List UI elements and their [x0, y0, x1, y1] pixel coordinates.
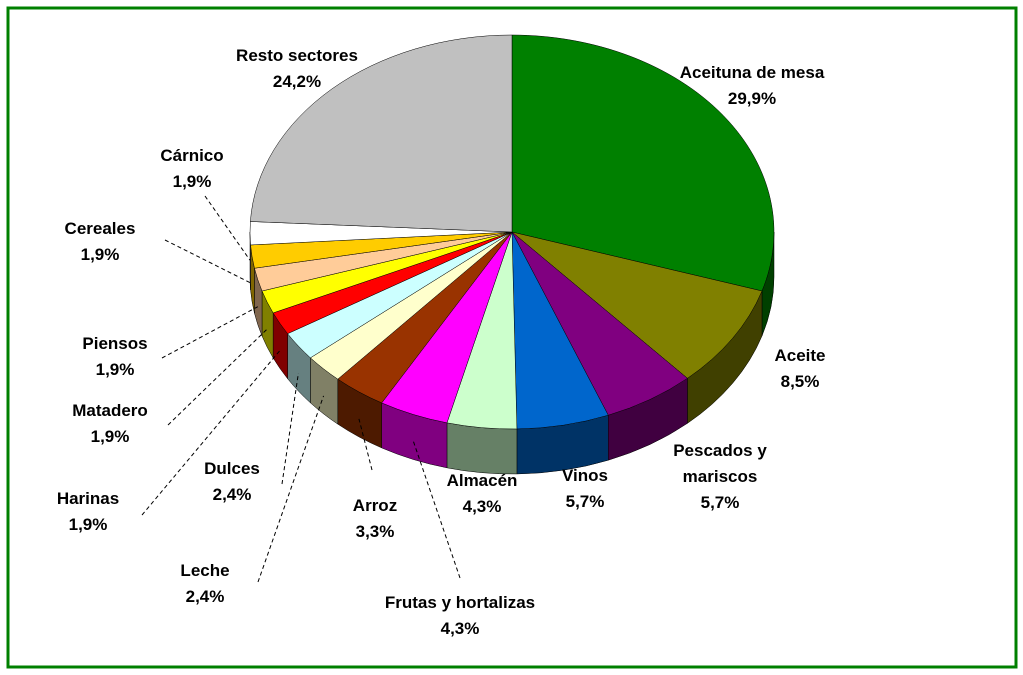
leader-line: [167, 328, 268, 426]
value-label: 1,9%: [80, 245, 120, 264]
category-label: Cárnico: [160, 146, 224, 165]
category-label: Arroz: [352, 496, 398, 515]
category-label: Almacén: [446, 471, 518, 490]
category-label: Piensos: [82, 334, 148, 353]
value-label: 1,9%: [95, 360, 135, 379]
data-label: Almacén 4,3%: [447, 468, 518, 520]
slice: [511, 231, 763, 379]
leader-line: [164, 239, 253, 285]
leader-line: [141, 350, 281, 516]
category-label: Vinos: [562, 466, 608, 485]
category-label: Aceite: [774, 346, 826, 365]
leader-line: [257, 395, 325, 583]
leader-line: [358, 418, 373, 471]
value-label: 2,4%: [185, 587, 225, 606]
data-label: Arroz 3,3%: [353, 493, 397, 545]
category-label: Harinas: [56, 489, 120, 508]
value-label: 4,3%: [440, 619, 480, 638]
data-label: Cereales 1,9%: [65, 216, 136, 268]
value-label: 29,9%: [727, 89, 777, 108]
value-label: 24,2%: [272, 72, 322, 91]
value-label: 4,3%: [462, 497, 502, 516]
value-label: 5,7%: [565, 492, 605, 511]
category-label: Leche: [180, 561, 230, 580]
data-label: Piensos 1,9%: [82, 331, 147, 383]
value-label: 8,5%: [780, 372, 820, 391]
value-label: 5,7%: [700, 493, 740, 512]
slice-side: [446, 422, 518, 475]
value-label: 1,9%: [172, 172, 212, 191]
frame: [6, 6, 1018, 669]
category-label: Cereales: [64, 219, 136, 238]
data-label: Vinos 5,7%: [562, 463, 608, 515]
data-label: Dulces 2,4%: [204, 456, 260, 508]
data-label: Aceituna de mesa 29,9%: [680, 60, 825, 112]
leader-line: [412, 441, 461, 579]
data-label: Pescados y mariscos 5,7%: [650, 438, 790, 516]
category-label: Matadero: [72, 401, 148, 420]
value-label: 1,9%: [68, 515, 108, 534]
data-label: Leche 2,4%: [180, 558, 229, 610]
value-label: 2,4%: [212, 485, 252, 504]
value-label: 1,9%: [90, 427, 130, 446]
data-label: Harinas 1,9%: [57, 486, 119, 538]
data-label: Matadero 1,9%: [72, 398, 148, 450]
category-label: Dulces: [204, 459, 260, 478]
data-label: Cárnico 1,9%: [160, 143, 223, 195]
leader-line: [204, 195, 251, 261]
slice: [250, 34, 513, 233]
data-label: Frutas y hortalizas 4,3%: [385, 590, 535, 642]
category-label: Pescados y mariscos: [673, 441, 767, 486]
category-label: Aceituna de mesa: [679, 63, 825, 82]
leader-line: [281, 373, 299, 485]
category-label: Frutas y hortalizas: [384, 593, 536, 612]
category-label: Resto sectores: [236, 46, 358, 65]
data-label: Aceite 8,5%: [774, 343, 825, 395]
leader-line: [161, 306, 259, 359]
value-label: 3,3%: [355, 522, 395, 541]
slice: [511, 34, 775, 292]
data-label: Resto sectores 24,2%: [236, 43, 358, 95]
